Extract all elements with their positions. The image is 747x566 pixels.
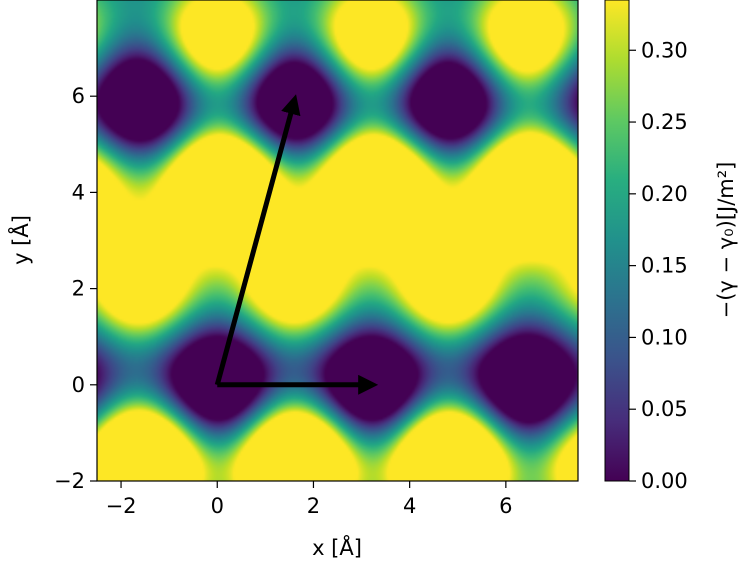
x-tick-label: 6 — [499, 494, 512, 518]
y-axis-label: y [Å] — [7, 215, 33, 265]
x-tick-label: 4 — [403, 494, 416, 518]
y-tick-label: 6 — [72, 84, 85, 108]
x-axis-ticks: −2 0 2 4 6 — [106, 481, 513, 518]
lattice-arrow-2 — [214, 94, 301, 386]
heatmap-image — [97, 0, 578, 481]
colorbar-tick-label: 0.05 — [641, 397, 688, 421]
colorbar-label: −(γ − γ₀)[J/m²] — [714, 162, 738, 319]
colorbar-tick-label: 0.10 — [641, 325, 688, 349]
y-tick-label: 0 — [72, 373, 85, 397]
plot-frame — [96, 0, 579, 482]
colorbar-tick-label: 0.00 — [641, 469, 688, 493]
y-tick-label: −2 — [54, 469, 85, 493]
colorbar-tick-label: 0.25 — [641, 110, 688, 134]
y-tick-label: 2 — [72, 277, 85, 301]
heatmap-raster — [97, 0, 578, 481]
colorbar-tick-label: 0.20 — [641, 182, 688, 206]
colorbar-tick-label: 0.30 — [641, 38, 688, 62]
colorbar-tick-label: 0.15 — [641, 254, 688, 278]
y-tick-label: 4 — [72, 180, 85, 204]
x-tick-label: −2 — [106, 494, 137, 518]
lattice-arrows — [214, 94, 379, 395]
x-tick-label: 0 — [211, 494, 224, 518]
y-axis-ticks: −2 0 2 4 6 — [54, 84, 97, 493]
colorbar — [604, 0, 630, 482]
x-axis-label: x [Å] — [312, 534, 362, 560]
colorbar-ticks: 0.00 0.05 0.10 0.15 0.20 0.25 0.30 — [629, 38, 688, 493]
x-tick-label: 2 — [307, 494, 320, 518]
